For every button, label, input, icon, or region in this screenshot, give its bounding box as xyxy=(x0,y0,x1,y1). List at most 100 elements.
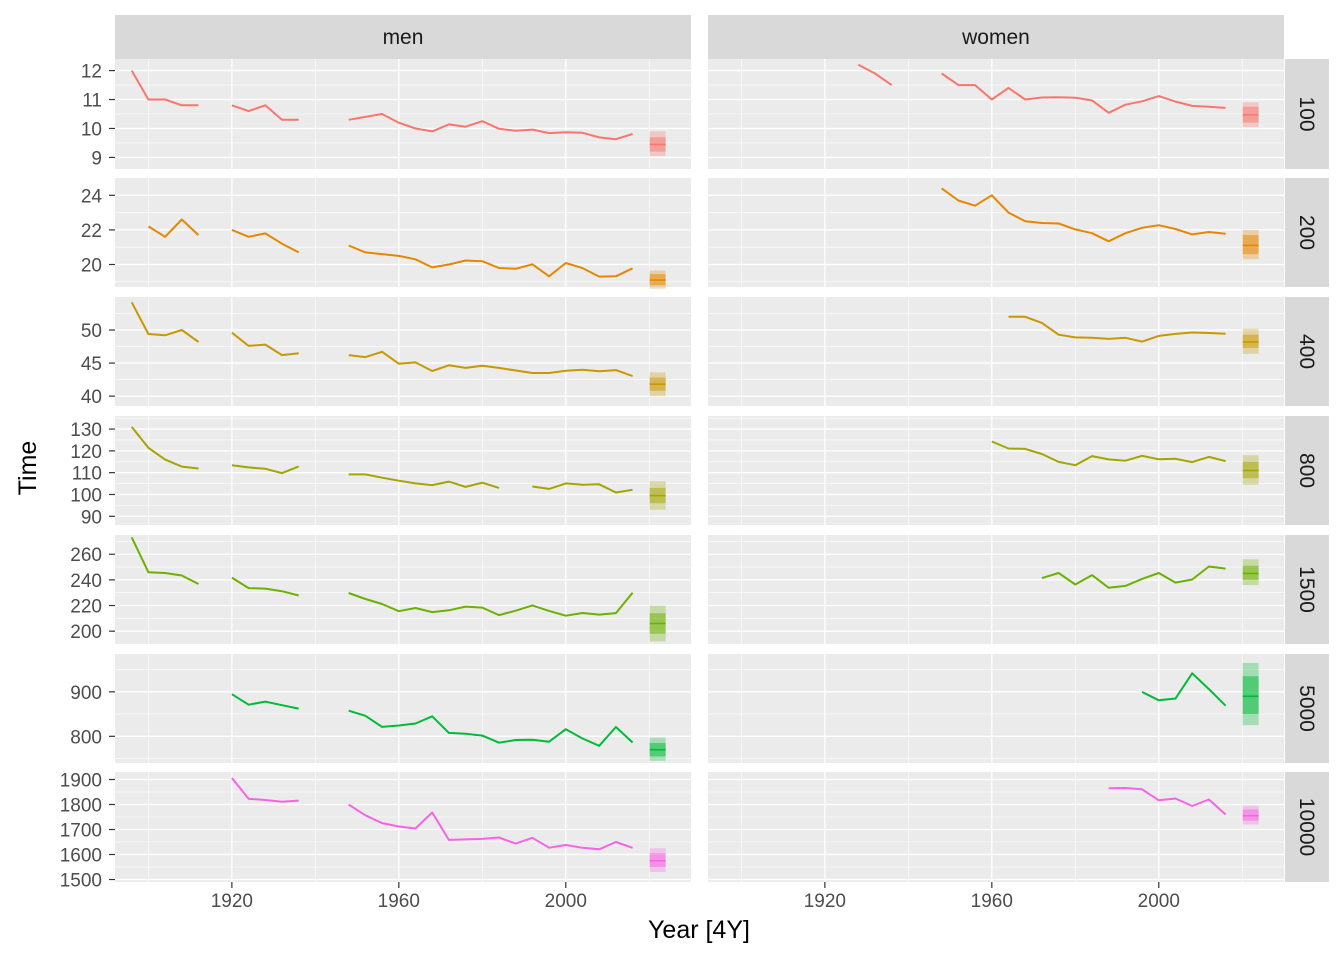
strip-200 xyxy=(1285,178,1329,287)
series-line-women-10000 xyxy=(1108,787,1227,816)
series-line-women-1500 xyxy=(1041,565,1226,589)
y-tick-label: 11 xyxy=(82,91,102,112)
x-tick-label: 1960 xyxy=(971,891,1013,912)
y-tick-label: 9 xyxy=(91,148,102,169)
panel-background xyxy=(708,772,1284,882)
strip-5000 xyxy=(1285,654,1329,763)
strip-women xyxy=(708,15,1284,59)
y-tick-label: 800 xyxy=(70,727,102,748)
y-axis-title: Time xyxy=(14,441,42,496)
series-line-men-5000 xyxy=(231,693,299,710)
y-tick-label: 200 xyxy=(70,622,102,643)
panel-men-200 xyxy=(115,178,691,289)
forecast-interval-80 xyxy=(1242,676,1259,715)
series-line-men-400 xyxy=(231,331,299,357)
panel-men-400 xyxy=(115,297,691,406)
y-tick-label: 10 xyxy=(81,119,102,140)
y-tick-label: 1600 xyxy=(60,846,102,867)
y-tick-label: 100 xyxy=(70,485,102,506)
x-tick-label: 1960 xyxy=(378,891,420,912)
strip-label-200: 200 xyxy=(1295,215,1318,250)
y-tick-label: 90 xyxy=(81,507,102,528)
panel-background xyxy=(708,297,1284,406)
strip-label-100: 100 xyxy=(1295,96,1318,131)
strip-label-5000: 5000 xyxy=(1295,685,1318,732)
panel-men-5000 xyxy=(115,654,691,763)
panel-background xyxy=(708,535,1284,644)
series-line-men-400 xyxy=(130,301,200,343)
series-line-women-400 xyxy=(1008,315,1226,343)
series-line-men-200 xyxy=(147,218,200,238)
series-line-men-800 xyxy=(231,464,300,475)
series-line-men-1500 xyxy=(130,536,199,585)
y-tick-label: 40 xyxy=(81,387,102,408)
x-tick-label: 1920 xyxy=(211,891,253,912)
y-tick-label: 50 xyxy=(81,321,102,342)
forecast-interval-80 xyxy=(1242,235,1259,255)
panel-background xyxy=(708,178,1284,287)
series-line-women-100 xyxy=(857,63,893,86)
panel-men-10000 xyxy=(115,772,691,882)
series-line-men-800 xyxy=(130,426,199,470)
panel-men-100 xyxy=(115,59,691,169)
panel-women-100 xyxy=(708,59,1284,169)
panel-women-5000 xyxy=(708,654,1284,763)
panel-background xyxy=(708,416,1284,525)
y-tick-label: 1700 xyxy=(60,821,102,842)
y-tick-label: 260 xyxy=(70,545,102,566)
y-tick-label: 120 xyxy=(70,442,102,463)
series-line-women-100 xyxy=(941,72,1226,114)
series-line-men-100 xyxy=(231,104,299,121)
y-tick-label: 20 xyxy=(81,256,102,277)
series-line-men-10000 xyxy=(231,777,299,803)
y-tick-label: 24 xyxy=(81,186,103,207)
y-tick-label: 45 xyxy=(81,354,102,375)
y-tick-label: 1500 xyxy=(60,871,102,892)
strip-1500 xyxy=(1285,535,1329,644)
panel-background xyxy=(115,654,691,763)
series-line-men-800 xyxy=(532,482,633,494)
strip-400 xyxy=(1285,297,1329,406)
y-tick-label: 110 xyxy=(72,464,102,485)
y-tick-label: 22 xyxy=(81,221,102,242)
series-line-men-10000 xyxy=(348,803,633,851)
panel-women-200 xyxy=(708,178,1284,287)
y-tick-label: 900 xyxy=(70,683,102,704)
series-line-men-400 xyxy=(348,350,633,378)
series-line-men-200 xyxy=(348,244,634,278)
y-tick-label: 220 xyxy=(70,597,102,618)
series-line-men-800 xyxy=(348,473,500,489)
y-tick-label: 1900 xyxy=(60,771,102,792)
strip-men xyxy=(115,15,691,59)
panel-men-1500 xyxy=(115,535,691,644)
strip-label-800: 800 xyxy=(1295,453,1318,488)
panel-women-1500 xyxy=(708,535,1284,644)
strip-label-1500: 1500 xyxy=(1295,566,1318,613)
y-tick-label: 240 xyxy=(70,571,102,592)
panel-background xyxy=(115,297,691,406)
panel-men-800 xyxy=(115,416,691,525)
series-line-men-100 xyxy=(348,113,633,141)
series-line-men-1500 xyxy=(348,592,634,617)
y-tick-label: 12 xyxy=(81,62,102,83)
series-line-men-100 xyxy=(130,70,199,107)
x-tick-label: 2000 xyxy=(545,891,587,912)
series-line-women-5000 xyxy=(1141,672,1227,707)
series-line-men-5000 xyxy=(348,709,634,747)
series-line-women-800 xyxy=(991,440,1226,467)
panel-women-400 xyxy=(708,297,1284,406)
y-tick-label: 130 xyxy=(70,420,102,441)
strip-label-women: women xyxy=(961,26,1030,49)
strip-800 xyxy=(1285,416,1329,525)
panel-background xyxy=(115,535,691,644)
panel-background xyxy=(708,654,1284,763)
strip-10000 xyxy=(1285,772,1329,882)
y-tick-label: 1800 xyxy=(60,796,102,817)
series-line-women-200 xyxy=(941,187,1226,243)
panel-background xyxy=(115,178,691,287)
x-tick-label: 1920 xyxy=(804,891,846,912)
panel-background xyxy=(115,416,691,525)
strip-100 xyxy=(1285,59,1329,169)
